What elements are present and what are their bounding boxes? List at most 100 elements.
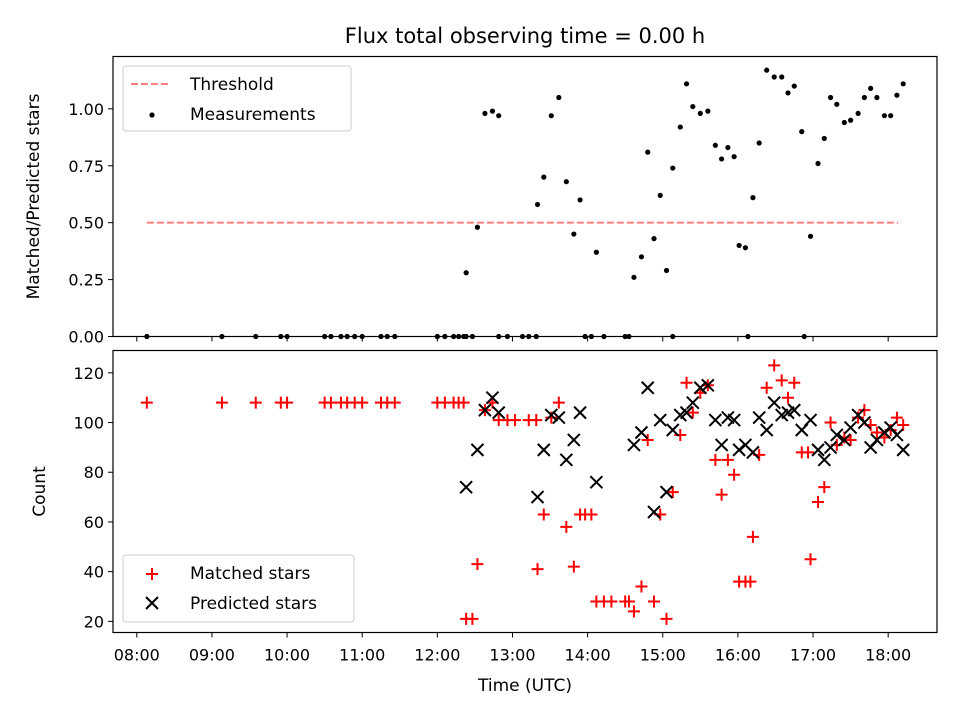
top-axes-frame <box>112 55 938 338</box>
measurement-point <box>868 85 874 91</box>
measurement-point <box>541 174 547 180</box>
predicted-star-point <box>837 433 852 447</box>
matched-star-point <box>660 612 673 625</box>
predicted-star-point <box>573 405 587 420</box>
matched-star-point <box>666 486 679 499</box>
matched-star-point <box>471 558 484 571</box>
matched-star-point <box>635 580 648 593</box>
measurement-point <box>651 236 657 242</box>
measurement-point <box>697 110 703 117</box>
matched-star-point <box>709 453 722 466</box>
bottom-plot-area <box>140 359 910 625</box>
measurement-point <box>577 197 583 203</box>
predicted-star-point <box>530 490 545 504</box>
predicted-star-point <box>459 480 473 494</box>
matched-star-point <box>844 433 857 446</box>
predicted-star-point <box>752 410 766 425</box>
predicted-star-point <box>701 378 715 392</box>
matched-star-point <box>622 595 635 608</box>
x-tick-label: 13:00 <box>489 646 535 665</box>
top-x-ticks <box>136 336 889 342</box>
legend-matched-swatch <box>146 568 158 580</box>
predicted-star-point <box>470 443 485 457</box>
top-y-tick-label: 0.25 <box>68 271 104 290</box>
measurement-point <box>827 94 834 101</box>
measurement-point <box>756 140 762 146</box>
top-legend: Threshold Measurements <box>122 65 352 132</box>
matched-star-point <box>585 508 598 521</box>
matched-star-point <box>537 508 550 521</box>
matched-star-point <box>812 496 825 509</box>
measurement-point <box>670 165 676 171</box>
measurement-point <box>807 233 814 239</box>
predicted-star-point <box>686 395 700 410</box>
top-y-ticks: 0.00 0.25 0.50 0.75 1.00 <box>68 100 113 347</box>
matched-star-point <box>744 575 757 588</box>
matched-star-point <box>824 416 837 429</box>
measurement-point <box>496 113 502 119</box>
measurement-point <box>750 195 756 201</box>
predicted-star-point <box>552 410 566 425</box>
predicted-star-point <box>830 428 844 442</box>
matched-star-point <box>324 396 337 409</box>
measurement-point <box>874 94 880 101</box>
x-tick-label: 09:00 <box>189 646 235 665</box>
x-axis-label: Time (UTC) <box>477 676 572 696</box>
matched-star-point <box>746 530 759 543</box>
predicted-star-point <box>653 413 667 427</box>
legend-measurements-label: Measurements <box>190 105 316 125</box>
predicted-star-point <box>567 433 581 447</box>
measurement-point <box>785 90 791 96</box>
measurement-point <box>888 113 894 119</box>
predicted-star-point <box>693 381 708 395</box>
predicted-star-point <box>627 438 641 452</box>
measurement-point <box>683 81 690 87</box>
matched-star-point <box>457 396 470 409</box>
legend-predicted-label: Predicted stars <box>190 594 317 614</box>
measurement-point <box>712 142 718 148</box>
predicted-star-point <box>544 408 559 422</box>
top-y-tick-label: 0.50 <box>68 214 104 233</box>
bottom-y-tick-label: 100 <box>73 414 104 433</box>
measurement-point <box>900 81 906 87</box>
predicted-star-point <box>823 440 838 455</box>
measurement-point <box>791 83 797 89</box>
predicted-star-point <box>817 453 832 467</box>
matched-star-point <box>721 453 734 466</box>
measurement-point <box>861 94 867 101</box>
legend-matched-label: Matched stars <box>190 564 310 584</box>
matched-star-point <box>802 446 815 459</box>
predicted-star-point <box>896 443 910 457</box>
predicted-star-point <box>641 381 655 395</box>
measurement-point <box>799 129 805 135</box>
top-legend-box <box>122 65 352 132</box>
top-axes: 0.00 0.25 0.50 0.75 1.00 Matched/Predicted s… <box>24 55 938 347</box>
measurement-point <box>489 108 496 114</box>
predicted-star-point <box>666 423 680 437</box>
measurement-point <box>657 192 663 198</box>
predicted-star-point <box>727 413 741 427</box>
matched-star-point <box>897 419 910 432</box>
bottom-legend-box <box>122 554 355 623</box>
measurement-point <box>556 94 562 101</box>
matched-star-point <box>818 481 831 494</box>
x-tick-label: 15:00 <box>640 646 686 665</box>
measurement-point <box>631 274 637 280</box>
measurement-point <box>645 149 651 155</box>
bottom-y-tick-label: 60 <box>84 513 104 532</box>
predicted-star-point <box>890 428 904 442</box>
bottom-legend: Matched stars Predicted stars <box>122 554 355 623</box>
matched-star-point <box>249 396 262 409</box>
matched-star-point <box>281 396 294 409</box>
predicted-star-point <box>767 395 781 410</box>
matched-star-point <box>508 414 521 427</box>
measurement-point <box>638 254 645 260</box>
bottom-x-ticks: 08:00 09:00 10:00 11:00 12:00 13:00 14:00 15:00… <box>114 632 911 665</box>
measurement-point <box>663 267 670 274</box>
predicted-star-point <box>857 415 872 430</box>
predicted-star-point <box>491 405 506 420</box>
measurement-point <box>593 249 599 255</box>
matched-star-point <box>641 433 654 446</box>
measurement-point <box>855 110 861 117</box>
